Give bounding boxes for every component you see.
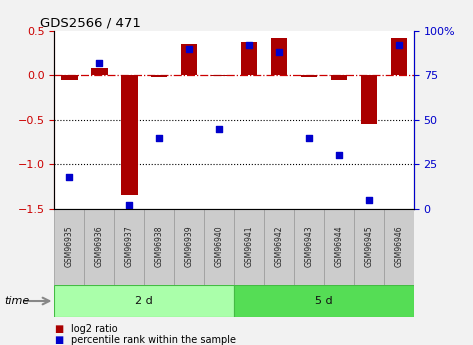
Bar <box>301 76 317 77</box>
Point <box>96 60 103 66</box>
Point <box>365 197 373 203</box>
Point <box>305 135 313 140</box>
Point <box>245 42 253 48</box>
Text: GSM96941: GSM96941 <box>245 226 254 267</box>
Bar <box>384 209 414 285</box>
Bar <box>354 209 384 285</box>
Text: GSM96939: GSM96939 <box>184 226 194 267</box>
Point <box>156 135 163 140</box>
Bar <box>234 209 264 285</box>
Text: GSM96942: GSM96942 <box>274 226 284 267</box>
Point <box>335 152 343 158</box>
Bar <box>391 38 407 76</box>
Bar <box>241 42 257 76</box>
Bar <box>361 76 377 124</box>
Text: GSM96944: GSM96944 <box>334 226 343 267</box>
Text: GSM96940: GSM96940 <box>215 226 224 267</box>
Point <box>66 174 73 179</box>
Text: GSM96937: GSM96937 <box>125 226 134 267</box>
Point <box>125 203 133 208</box>
Text: 2 d: 2 d <box>135 296 153 306</box>
Text: GSM96945: GSM96945 <box>364 226 374 267</box>
Bar <box>54 285 234 317</box>
Text: time: time <box>5 296 30 306</box>
Point <box>215 126 223 131</box>
Text: GSM96936: GSM96936 <box>95 226 104 267</box>
Bar <box>151 76 167 77</box>
Bar <box>54 209 84 285</box>
Bar <box>84 209 114 285</box>
Bar <box>271 38 287 76</box>
Text: percentile rank within the sample: percentile rank within the sample <box>71 335 236 345</box>
Point <box>395 42 403 48</box>
Bar <box>61 76 78 80</box>
Text: ■: ■ <box>54 335 64 345</box>
Bar <box>234 285 414 317</box>
Bar <box>91 68 107 76</box>
Bar <box>114 209 144 285</box>
Point <box>275 50 283 55</box>
Text: GSM96946: GSM96946 <box>394 226 403 267</box>
Text: 5 d: 5 d <box>315 296 333 306</box>
Bar <box>324 209 354 285</box>
Bar <box>121 76 138 195</box>
Text: log2 ratio: log2 ratio <box>71 325 118 334</box>
Text: GSM96943: GSM96943 <box>305 226 314 267</box>
Bar <box>144 209 174 285</box>
Text: GSM96938: GSM96938 <box>155 226 164 267</box>
Point <box>185 46 193 51</box>
Bar <box>264 209 294 285</box>
Text: ■: ■ <box>54 325 64 334</box>
Bar <box>181 45 197 76</box>
Bar <box>294 209 324 285</box>
Bar <box>331 76 347 80</box>
Bar <box>204 209 234 285</box>
Text: GSM96935: GSM96935 <box>65 226 74 267</box>
Text: GDS2566 / 471: GDS2566 / 471 <box>40 17 141 30</box>
Bar <box>174 209 204 285</box>
